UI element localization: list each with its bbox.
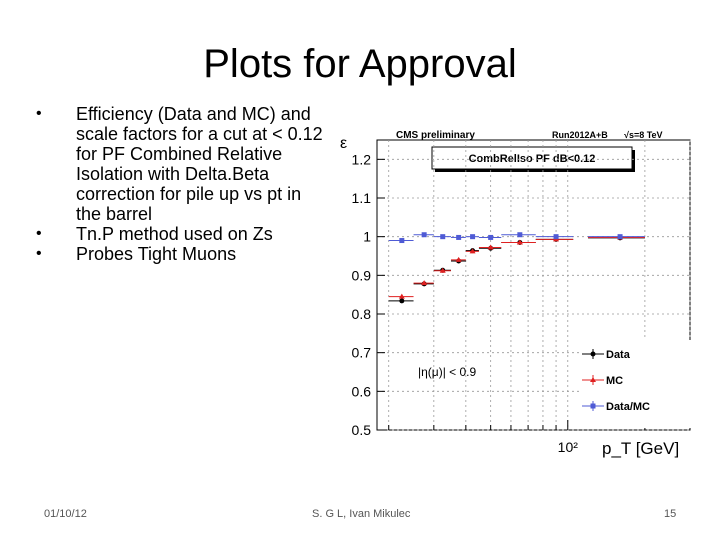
selection-box xyxy=(431,146,633,170)
footer-author: S. G L, Ivan Mikulec xyxy=(312,508,411,520)
run-label: Run2012A+B xyxy=(552,130,608,140)
mc-point xyxy=(469,248,476,254)
ratio-point xyxy=(517,232,523,238)
ratio-point xyxy=(488,234,494,240)
bullet-list: • Efficiency (Data and MC) and scale fac… xyxy=(36,104,326,264)
footer-page-number: 15 xyxy=(664,508,677,520)
ratio-point xyxy=(440,234,446,240)
mc-point xyxy=(487,244,494,250)
y-tick-label: 0.7 xyxy=(352,345,372,361)
bullet-dot: • xyxy=(36,245,42,262)
x-axis-label: p_T [GeV] xyxy=(602,439,679,458)
ratio-point xyxy=(421,232,427,238)
data-point xyxy=(399,298,405,304)
plot-legend: Data MC Data/MC xyxy=(582,340,692,428)
slide-title: Plots for Approval xyxy=(203,42,517,86)
legend-label: MC xyxy=(606,375,623,387)
bullet-dot: • xyxy=(36,105,42,122)
ratio-point xyxy=(470,234,476,240)
bullet-text: Tn.P method used on Zs xyxy=(76,224,273,244)
mc-point xyxy=(455,256,462,262)
legend-box xyxy=(582,340,692,428)
bullet-item: • Tn.P method used on Zs xyxy=(36,224,326,244)
efficiency-plot: CMS preliminary Run2012A+B √s=8 TeV Comb… xyxy=(340,130,692,458)
bullet-text: Probes Tight Muons xyxy=(76,244,237,264)
plot-series xyxy=(388,232,645,304)
y-tick-label: 1 xyxy=(363,229,371,245)
mc-point xyxy=(516,239,523,245)
mc-point xyxy=(421,280,428,286)
ratio-point xyxy=(553,234,559,240)
mc-point xyxy=(398,293,405,299)
legend-marker xyxy=(590,377,596,382)
bullet-dot: • xyxy=(36,225,42,242)
mc-point xyxy=(439,267,446,273)
y-tick-label: 0.5 xyxy=(352,422,372,438)
y-tick-label: 1.1 xyxy=(352,190,372,206)
footer-date: 01/10/12 xyxy=(44,508,87,520)
plot-ticks: 0.5 0.6 0.7 0.8 0.9 1 1.1 1.2 10² xyxy=(352,151,691,455)
bullet-item: • Probes Tight Muons xyxy=(36,244,326,264)
eta-cut-label: |η(μ)| < 0.9 xyxy=(418,365,476,379)
cms-label: CMS preliminary xyxy=(396,130,475,141)
bullet-text: Efficiency (Data and MC) and scale facto… xyxy=(76,104,323,224)
x-tick-label: 10² xyxy=(558,439,579,455)
y-tick-label: 0.6 xyxy=(352,383,372,399)
y-tick-label: 0.9 xyxy=(352,267,372,283)
y-tick-label: 0.8 xyxy=(352,306,372,322)
ratio-point xyxy=(617,234,623,240)
legend-label: Data/MC xyxy=(606,401,650,413)
legend-marker xyxy=(590,351,596,357)
ratio-point xyxy=(399,238,405,244)
y-axis-label: ε xyxy=(340,135,347,152)
y-tick-label: 1.2 xyxy=(352,151,372,167)
ratio-point xyxy=(456,234,462,240)
energy-label: √s=8 TeV xyxy=(624,130,663,140)
legend-label: Data xyxy=(606,349,631,361)
legend-marker xyxy=(590,403,596,409)
bullet-item: • Efficiency (Data and MC) and scale fac… xyxy=(36,104,326,224)
